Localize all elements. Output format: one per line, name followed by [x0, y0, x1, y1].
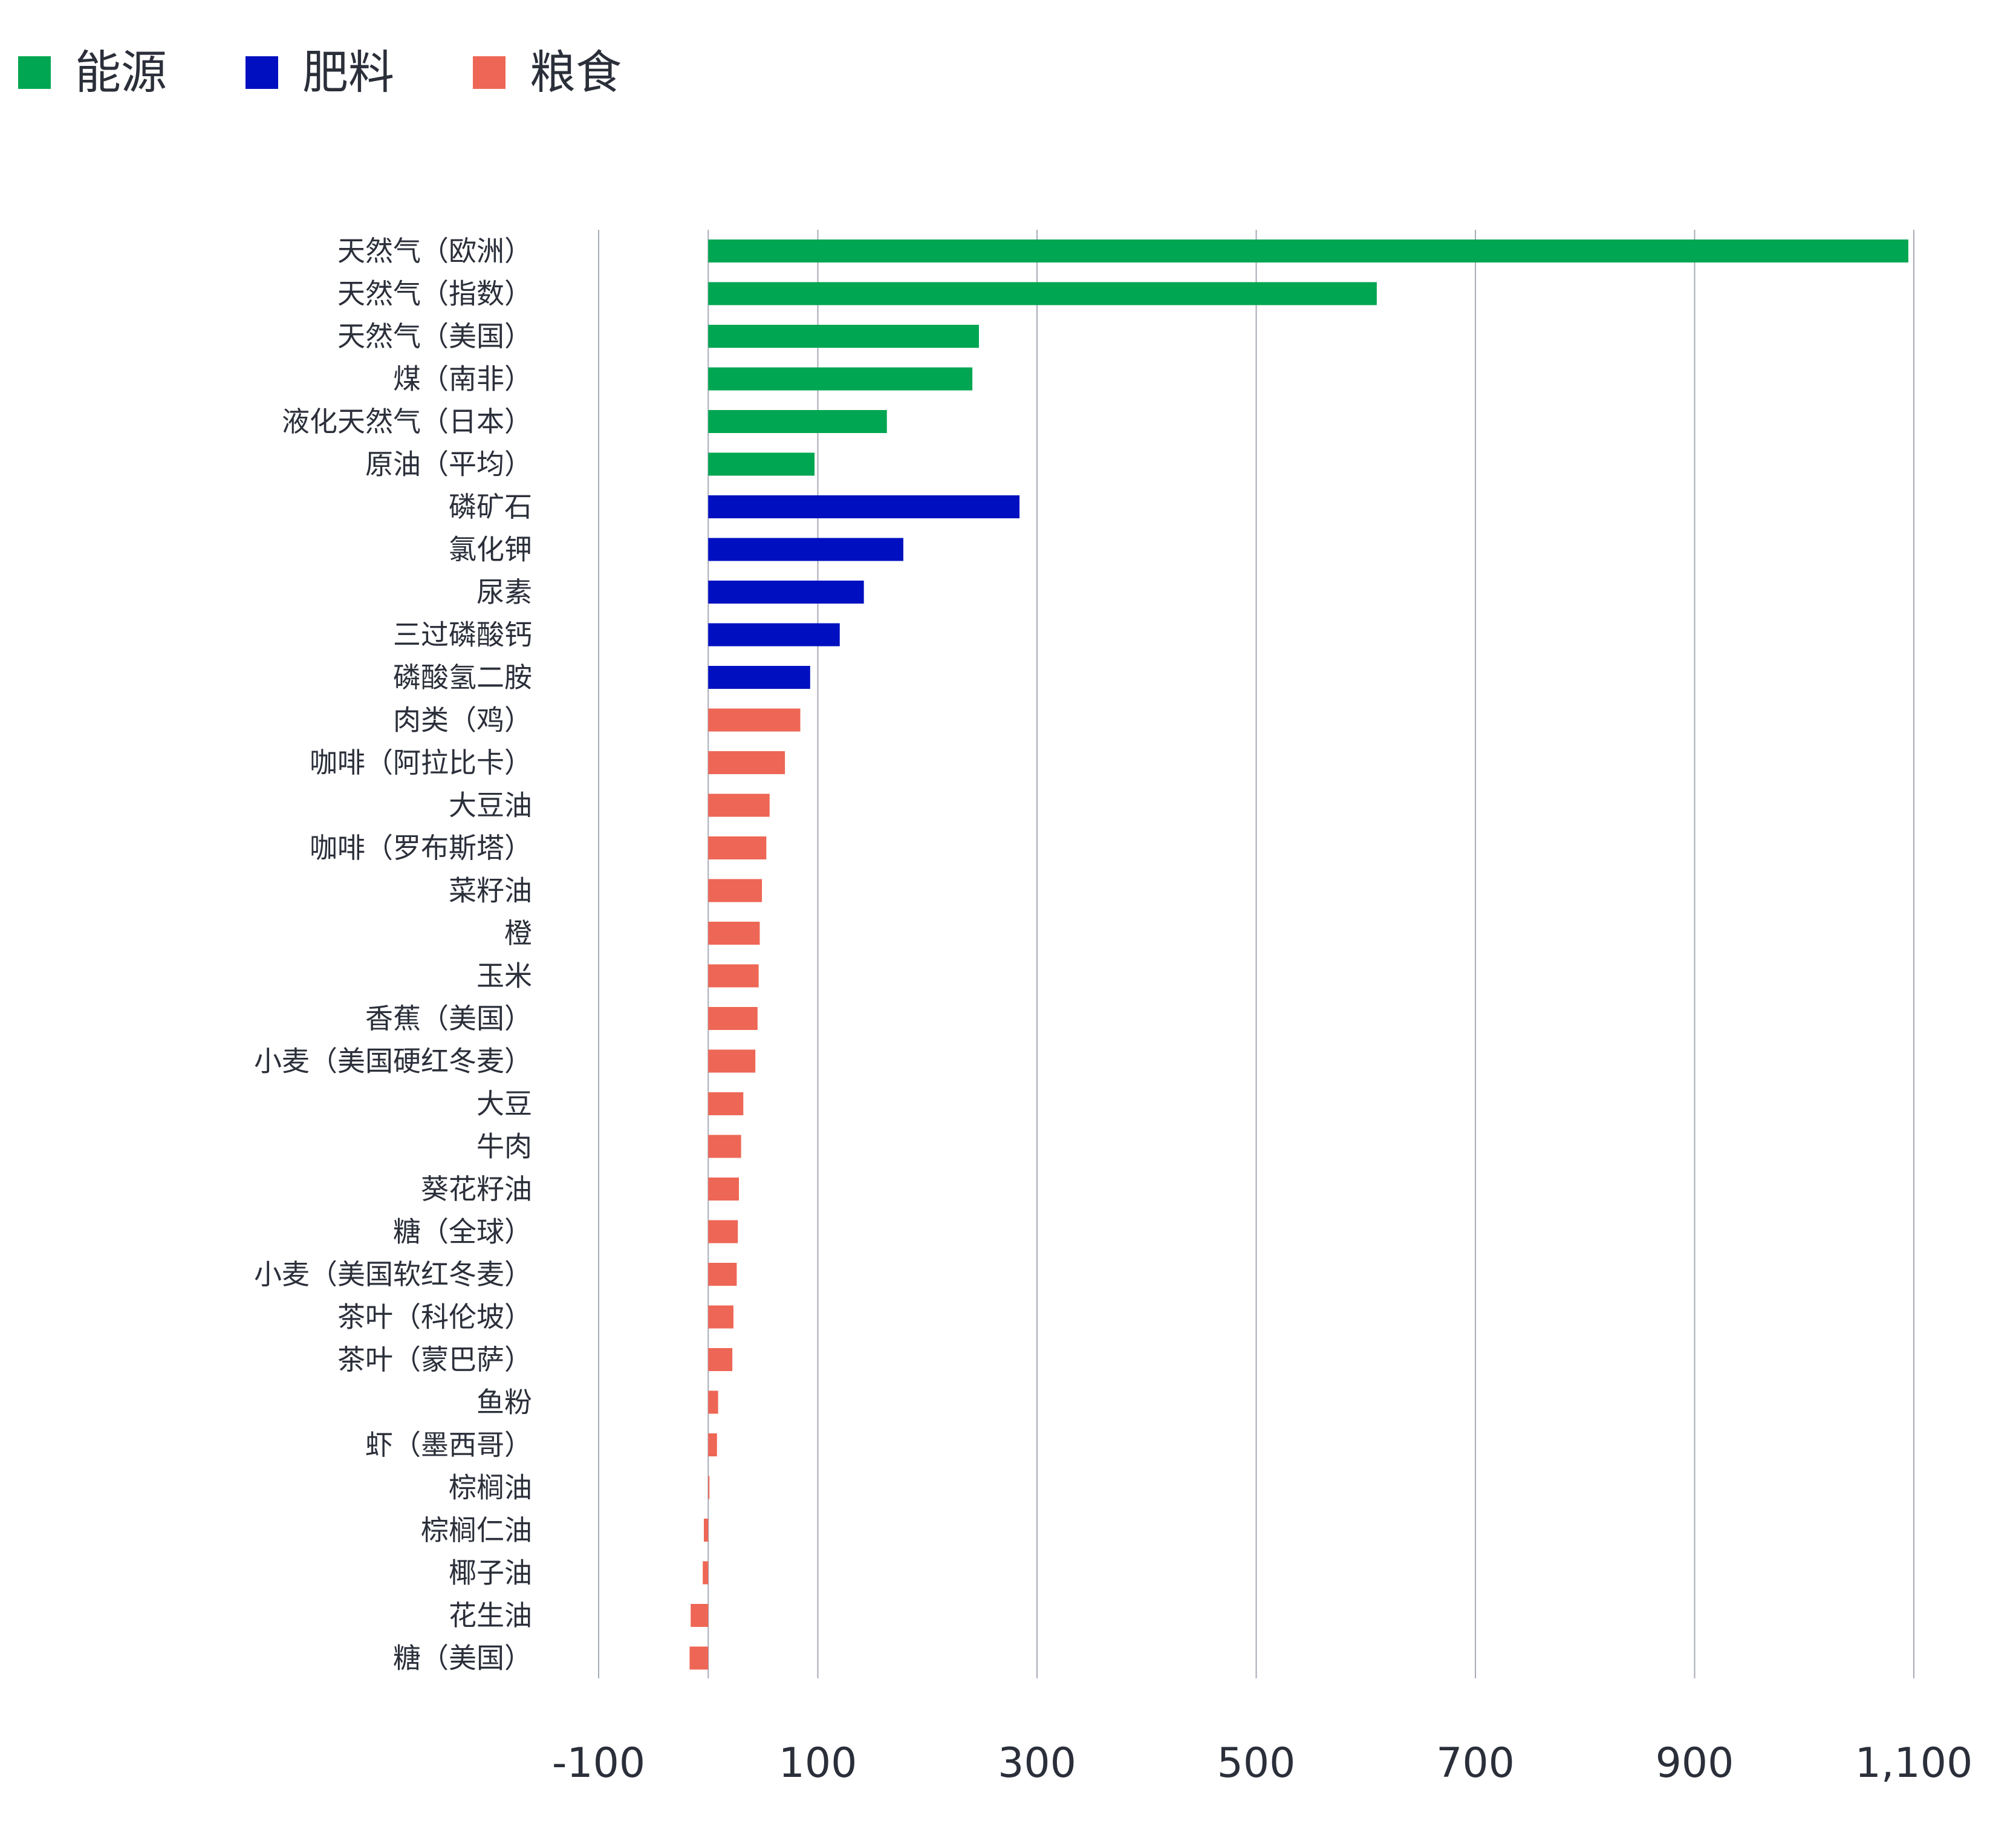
category-label: 椰子油 [449, 1557, 532, 1589]
category-label: 大豆油 [449, 789, 532, 822]
category-label: 玉米 [476, 960, 532, 992]
bar [708, 538, 903, 561]
category-label: 牛肉 [476, 1130, 532, 1163]
category-label: 糖（全球） [393, 1216, 532, 1248]
category-label: 磷酸氢二胺 [393, 661, 532, 694]
category-label: 茶叶（科伦坡） [337, 1301, 532, 1334]
bar [708, 452, 815, 476]
category-label: 棕榈仁油 [421, 1514, 532, 1546]
bar [708, 1135, 741, 1158]
x-tick-label: 900 [1656, 1739, 1734, 1787]
x-tick-label: 700 [1436, 1739, 1515, 1787]
bar [708, 239, 1908, 262]
bar [708, 879, 763, 902]
category-label: 茶叶（蒙巴萨） [337, 1343, 532, 1376]
bar [708, 1390, 718, 1414]
bar [708, 495, 1019, 518]
category-label: 天然气（美国） [337, 320, 532, 353]
x-tick-label: -100 [552, 1739, 645, 1787]
category-label: 咖啡（罗布斯塔） [310, 832, 532, 864]
category-label: 尿素 [476, 576, 532, 608]
category-label: 肉类（鸡） [393, 704, 532, 737]
category-labels: 天然气（欧洲） 天然气（指数） 天然气（美国） 煤（南非） 液化天然气（日本） 原油（平均… [254, 235, 532, 1675]
bar [708, 836, 767, 859]
bar [708, 708, 801, 732]
category-label: 橙 [504, 917, 532, 950]
category-label: 小麦（美国软红冬麦） [254, 1258, 532, 1291]
bar [708, 1305, 733, 1329]
bar [708, 1433, 717, 1456]
bar [708, 325, 979, 348]
bar [708, 1220, 738, 1243]
x-tick-label: 1,100 [1855, 1739, 1973, 1787]
legend-swatch-fertilizer [245, 56, 278, 89]
x-tick-label: 100 [779, 1739, 857, 1787]
bar [691, 1604, 709, 1627]
x-tick-label: 500 [1217, 1739, 1296, 1787]
category-label: 大豆 [476, 1087, 532, 1120]
category-label: 虾（墨西哥） [365, 1429, 532, 1461]
bar [708, 1263, 737, 1286]
bar [703, 1561, 709, 1585]
chart-legend: 能源 肥料 粮食 [18, 42, 700, 103]
category-label: 棕榈油 [449, 1471, 532, 1504]
category-label: 咖啡（阿拉比卡） [310, 746, 532, 779]
bar [708, 922, 760, 945]
category-label: 天然气（欧洲） [337, 235, 532, 267]
category-label: 三过磷酸钙 [393, 619, 532, 651]
bar [708, 282, 1377, 305]
bar [689, 1646, 709, 1670]
bar [708, 1092, 744, 1115]
category-label: 花生油 [449, 1599, 532, 1632]
x-tick-label: 300 [998, 1739, 1076, 1787]
category-label: 液化天然气（日本） [282, 405, 532, 438]
bar [708, 964, 759, 988]
legend-label-energy: 能源 [75, 45, 167, 99]
category-label: 原油（平均） [365, 448, 532, 481]
legend-swatch-food [473, 56, 506, 89]
x-tick-labels: -100 100 300 500 700 900 1,100 [552, 1739, 1973, 1787]
bar [708, 1049, 756, 1073]
bar [708, 1476, 710, 1499]
category-label: 氯化钾 [449, 533, 532, 566]
bar [708, 1178, 739, 1201]
bar [708, 793, 770, 817]
bar [708, 1007, 758, 1030]
legend-label-food: 粮食 [530, 45, 622, 99]
legend-swatch-energy [18, 56, 51, 89]
category-label: 葵花籽油 [421, 1173, 532, 1205]
category-label: 天然气（指数） [337, 278, 532, 310]
category-label: 鱼粉 [476, 1386, 532, 1419]
bar [708, 581, 864, 604]
bar [708, 666, 810, 689]
bar [708, 1348, 733, 1371]
bar [708, 751, 785, 774]
category-label: 菜籽油 [449, 875, 532, 907]
category-label: 煤（南非） [393, 363, 532, 396]
legend-item-fertilizer: 肥料 [245, 50, 394, 96]
bar [704, 1519, 709, 1542]
category-label: 糖（美国） [393, 1642, 532, 1675]
category-label: 磷矿石 [449, 490, 532, 523]
category-label: 小麦（美国硬红冬麦） [254, 1045, 532, 1078]
category-label: 香蕉（美国） [365, 1002, 532, 1035]
legend-item-food: 粮食 [473, 50, 622, 96]
legend-label-fertilizer: 肥料 [302, 45, 394, 99]
bar [708, 623, 840, 647]
legend-item-energy: 能源 [18, 50, 167, 96]
bar [708, 367, 973, 391]
gridlines [598, 230, 1914, 1678]
bars [689, 239, 1908, 1670]
bar [708, 410, 887, 433]
